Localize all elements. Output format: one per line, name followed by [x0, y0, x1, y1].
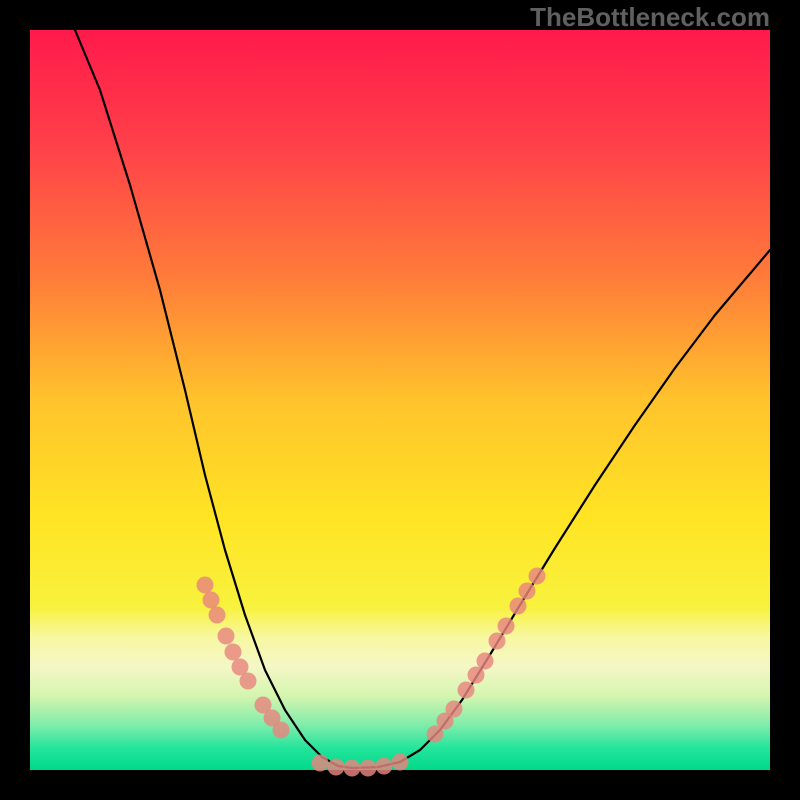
marker-dot [312, 755, 329, 772]
marker-dot [273, 722, 290, 739]
marker-dot [458, 682, 475, 699]
marker-dot [225, 644, 242, 661]
marker-dot [529, 568, 546, 585]
marker-dot [510, 598, 527, 615]
marker-dot [446, 701, 463, 718]
marker-dot [468, 667, 485, 684]
plot-area [30, 30, 770, 770]
marker-dot [203, 592, 220, 609]
marker-dot [209, 607, 226, 624]
watermark: TheBottleneck.com [530, 2, 770, 33]
marker-dot [197, 577, 214, 594]
marker-dot [376, 758, 393, 775]
marker-dot [360, 760, 377, 777]
marker-dot [344, 760, 361, 777]
marker-dot [240, 673, 257, 690]
marker-dot [218, 628, 235, 645]
marker-dot [328, 759, 345, 776]
marker-dot [519, 583, 536, 600]
marker-dot [489, 633, 506, 650]
marker-dot [477, 653, 494, 670]
marker-dot [498, 618, 515, 635]
marker-dot [392, 754, 409, 771]
